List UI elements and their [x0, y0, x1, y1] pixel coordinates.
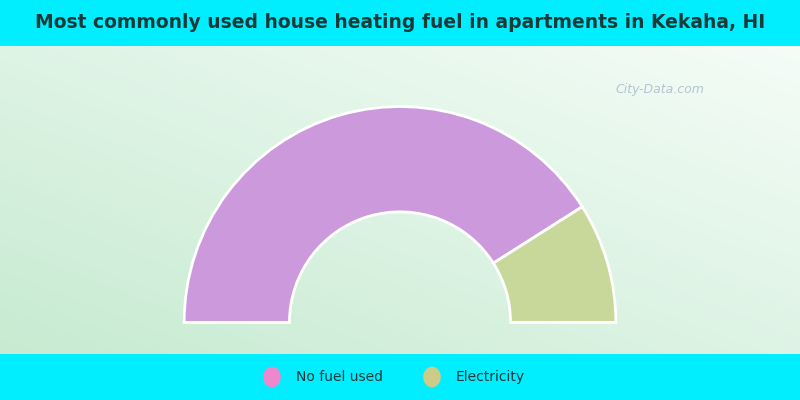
Wedge shape [184, 106, 582, 322]
Text: City-Data.com: City-Data.com [615, 83, 704, 96]
Text: No fuel used: No fuel used [296, 370, 383, 384]
Ellipse shape [423, 367, 441, 387]
Text: Most commonly used house heating fuel in apartments in Kekaha, HI: Most commonly used house heating fuel in… [35, 12, 765, 32]
Wedge shape [494, 207, 616, 322]
Ellipse shape [263, 367, 281, 387]
Text: Electricity: Electricity [456, 370, 525, 384]
